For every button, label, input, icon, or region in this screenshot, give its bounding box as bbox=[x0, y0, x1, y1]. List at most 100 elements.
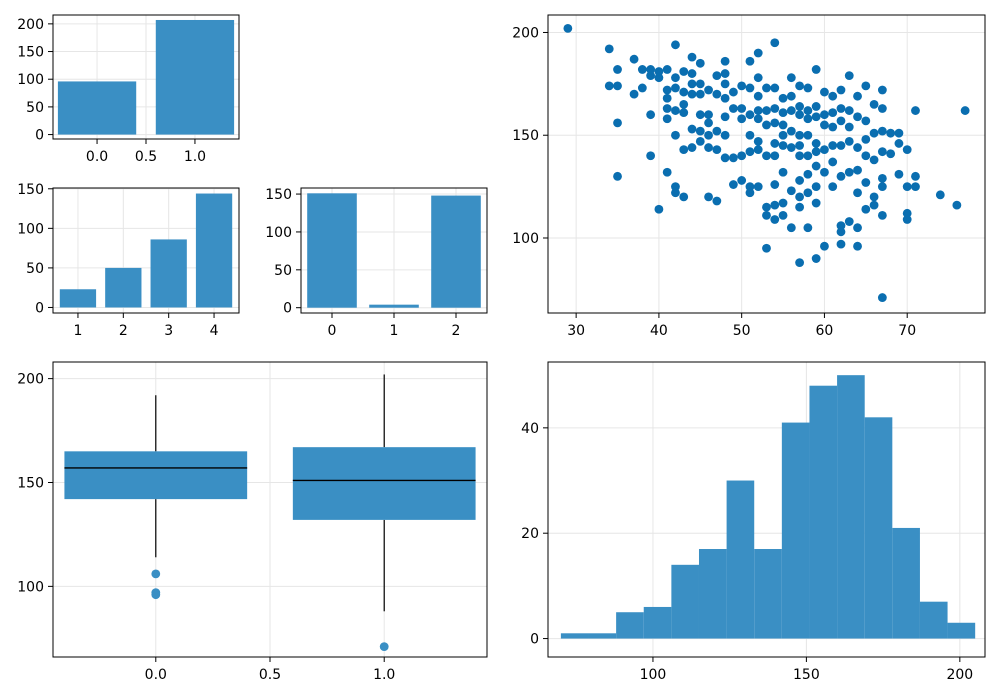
y-tick-label: 150 bbox=[265, 187, 292, 203]
scatter-point bbox=[720, 153, 730, 163]
scatter-point bbox=[811, 65, 821, 74]
y-tick-label: 0 bbox=[35, 300, 44, 316]
scatter-point bbox=[604, 44, 614, 54]
bar bbox=[155, 19, 235, 135]
y-tick-label: 50 bbox=[274, 263, 292, 279]
scatter-point bbox=[745, 182, 755, 192]
scatter-point bbox=[828, 157, 838, 167]
scatter-point bbox=[803, 223, 813, 233]
scatter-point bbox=[671, 73, 680, 83]
scatter-point bbox=[820, 145, 829, 155]
axes-frame bbox=[547, 14, 986, 314]
plot-area bbox=[560, 375, 976, 639]
scatter-point bbox=[795, 81, 805, 91]
scatter-point bbox=[803, 188, 813, 198]
scatter-point bbox=[662, 93, 672, 103]
scatter-point bbox=[704, 118, 713, 128]
scatter-point bbox=[803, 106, 813, 115]
bar bbox=[307, 193, 357, 308]
scatter-point bbox=[687, 69, 697, 78]
scatter-point bbox=[820, 167, 829, 177]
scatter-point bbox=[745, 188, 755, 198]
scatter-point bbox=[770, 139, 780, 148]
scatter-point bbox=[687, 143, 697, 152]
scatter-point bbox=[679, 100, 689, 109]
scatter-point bbox=[836, 171, 846, 181]
scatter-point bbox=[753, 114, 763, 124]
histogram-bar bbox=[588, 633, 617, 639]
scatter-point bbox=[762, 106, 771, 115]
y-tick-label: 100 bbox=[17, 221, 44, 237]
scatter-point bbox=[795, 130, 805, 140]
scatter-point bbox=[795, 258, 805, 268]
scatter-point bbox=[762, 210, 771, 220]
y-tick-label: 50 bbox=[26, 100, 44, 116]
scatter-point bbox=[613, 81, 622, 91]
scatter-point bbox=[844, 167, 854, 177]
scatter-point bbox=[687, 52, 697, 62]
scatter-point bbox=[720, 69, 730, 78]
scatter-point bbox=[778, 141, 788, 150]
scatter-point bbox=[770, 38, 780, 48]
scatter-point bbox=[613, 118, 622, 128]
scatter-point bbox=[811, 161, 821, 171]
histogram-bar bbox=[892, 527, 920, 639]
scatter-point bbox=[877, 126, 887, 136]
scatter-point bbox=[811, 254, 821, 263]
scatter-point bbox=[654, 73, 664, 83]
scatter-point bbox=[861, 116, 871, 126]
bar bbox=[195, 193, 233, 308]
histogram-bar bbox=[781, 422, 810, 639]
scatter-point bbox=[877, 85, 887, 95]
scatter-point bbox=[844, 122, 854, 132]
scatter-point bbox=[679, 192, 689, 202]
scatter-point bbox=[671, 182, 680, 192]
scatter-point bbox=[712, 196, 722, 206]
scatter-point bbox=[704, 143, 713, 152]
scatter-point bbox=[820, 120, 829, 130]
scatter-point bbox=[662, 65, 672, 74]
sex-thalach-boxplot-panel: 0.0 0.5 1.0 100 150 200 bbox=[17, 361, 488, 683]
scatter-point bbox=[795, 176, 805, 185]
scatter-point bbox=[778, 130, 788, 140]
y-tick-label: 40 bbox=[521, 421, 539, 437]
outlier-point bbox=[379, 642, 389, 652]
scatter-point bbox=[662, 167, 672, 177]
scatter-point bbox=[877, 182, 887, 192]
box bbox=[292, 447, 476, 520]
scatter-point bbox=[728, 87, 738, 97]
scatter-point bbox=[712, 145, 722, 155]
scatter-point bbox=[720, 79, 730, 89]
scatter-point bbox=[869, 100, 879, 109]
y-tick-label: 100 bbox=[512, 231, 539, 247]
scatter-point bbox=[795, 102, 805, 111]
histogram-bar bbox=[671, 564, 699, 639]
x-tick-label: 2 bbox=[119, 323, 128, 339]
scatter-point bbox=[803, 114, 813, 124]
scatter-point bbox=[894, 139, 904, 148]
x-tick-label: 50 bbox=[733, 323, 751, 339]
scatter-point bbox=[853, 143, 862, 152]
scatter-point bbox=[902, 215, 912, 224]
scatter-point bbox=[745, 147, 755, 157]
scatter-point bbox=[778, 120, 788, 130]
histogram-bar bbox=[919, 601, 948, 639]
x-tick-label: 100 bbox=[640, 667, 667, 683]
scatter-point bbox=[662, 85, 672, 95]
outlier-point bbox=[151, 590, 161, 600]
scatter-point bbox=[869, 200, 879, 210]
scatter-point bbox=[770, 215, 780, 224]
scatter-point bbox=[869, 128, 879, 138]
scatter-point bbox=[613, 65, 622, 74]
scatter-point bbox=[737, 114, 747, 124]
scatter-point bbox=[762, 151, 771, 161]
x-tick-label: 2 bbox=[452, 323, 461, 339]
scatter-point bbox=[745, 110, 755, 120]
y-tick-label: 50 bbox=[26, 261, 44, 277]
scatter-point bbox=[811, 112, 821, 122]
scatter-point bbox=[886, 149, 896, 159]
y-tick-label: 0 bbox=[283, 301, 292, 317]
scatter-point bbox=[877, 210, 887, 220]
scatter-point bbox=[861, 81, 871, 91]
scatter-point bbox=[770, 83, 780, 93]
